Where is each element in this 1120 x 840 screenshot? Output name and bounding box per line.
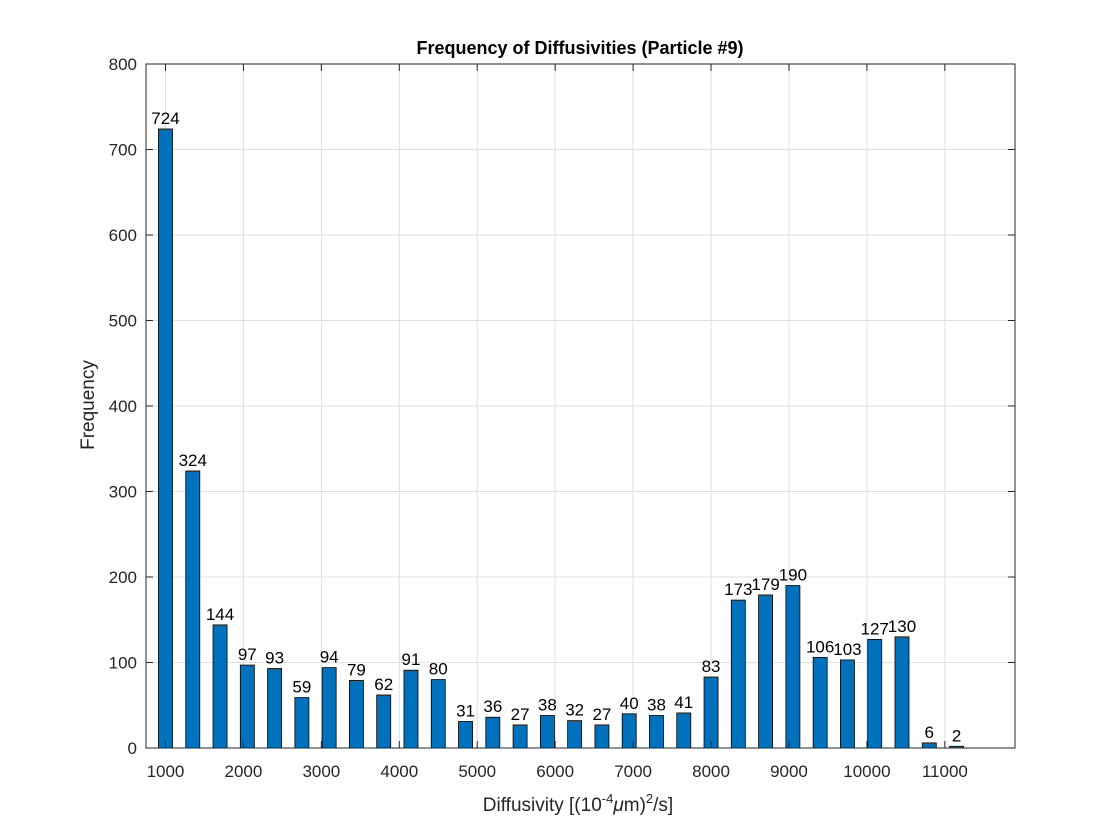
bar: [239, 664, 255, 749]
y-tick-label: 200: [109, 568, 137, 587]
bar: [594, 724, 610, 749]
bar: [458, 721, 473, 749]
y-tick-labels: 0 100 200 300 400 500 600 700 800: [109, 55, 137, 758]
x-tick-label: 6000: [536, 762, 574, 781]
y-tick-label: 400: [109, 397, 137, 416]
bar-data-label: 103: [833, 640, 861, 659]
x-axis-label-prefix: Diffusivity [(10: [483, 795, 602, 816]
bar-data-label: 724: [151, 109, 179, 128]
bar-data-label: 94: [320, 648, 339, 667]
x-tick-label: 11000: [922, 762, 968, 781]
x-tick-label: 3000: [302, 762, 340, 781]
y-tick-label: 100: [109, 654, 137, 673]
bar: [294, 697, 310, 749]
bar: [840, 659, 855, 749]
bar: [376, 694, 392, 749]
bar: [430, 679, 446, 749]
bar: [867, 639, 883, 749]
x-tick-label: 1000: [147, 762, 185, 781]
ticks: [146, 63, 1015, 749]
bar: [403, 669, 419, 749]
bar: [539, 715, 555, 749]
bar: [512, 724, 528, 749]
bar-data-label: 41: [674, 693, 693, 712]
bar: [349, 680, 364, 749]
bar-data-label: 106: [806, 637, 834, 656]
bar-data-label: 27: [592, 705, 611, 724]
x-tick-label: 4000: [380, 762, 418, 781]
bar-data-label: 6: [925, 723, 934, 742]
bar-data-label: 32: [565, 701, 584, 720]
bar: [321, 667, 337, 749]
bars: [158, 128, 964, 749]
bar-data-label: 62: [374, 675, 393, 694]
bar: [894, 636, 910, 749]
bar: [703, 676, 719, 749]
bar-data-label: 2: [952, 726, 961, 745]
x-tick-label: 8000: [692, 762, 730, 781]
bar-data-label: 93: [265, 648, 284, 667]
y-tick-label: 0: [128, 739, 137, 758]
bar: [649, 715, 664, 749]
x-tick-label: 5000: [458, 762, 496, 781]
x-tick-label: 7000: [614, 762, 652, 781]
bar-data-label: 127: [861, 619, 889, 638]
bar-data-label: 144: [206, 605, 234, 624]
bar: [267, 668, 283, 749]
bar: [730, 599, 746, 749]
bar-data-label: 190: [779, 566, 807, 585]
y-tick-label: 300: [109, 483, 137, 502]
x-axis-label: Diffusivity [(10-4μm)2/s]: [483, 791, 673, 816]
x-axis-label-exponent-1: -4: [602, 791, 614, 806]
bar: [621, 713, 637, 749]
bar-data-label: 173: [724, 580, 752, 599]
y-tick-label: 800: [109, 55, 137, 74]
bar: [185, 470, 201, 749]
bar-data-label: 83: [702, 657, 721, 676]
bar: [567, 720, 583, 749]
x-tick-label: 2000: [225, 762, 263, 781]
bar: [812, 656, 828, 749]
x-tick-labels: 1000 2000 3000 4000 5000 6000 7000 8000 9000 1000…: [147, 762, 968, 781]
bar-data-label: 97: [238, 645, 257, 664]
y-tick-label: 700: [109, 141, 137, 160]
bar: [485, 716, 501, 749]
bar-data-label: 38: [538, 696, 557, 715]
bar-data-label: 40: [620, 694, 639, 713]
bar: [158, 128, 173, 749]
x-axis-label-mu: μ: [612, 795, 624, 816]
bar-data-label: 27: [511, 705, 530, 724]
bar-data-label: 179: [751, 575, 779, 594]
x-axis-label-suffix: /s]: [653, 795, 673, 816]
bar: [758, 594, 774, 749]
bar-data-label: 36: [483, 697, 502, 716]
bar: [921, 742, 937, 749]
x-tick-label: 10000: [843, 762, 890, 781]
bar-data-label: 324: [179, 451, 207, 470]
bar-data-label: 59: [292, 678, 311, 697]
bar-data-label: 79: [347, 660, 366, 679]
x-axis-label-exponent-2: 2: [646, 791, 653, 806]
bar-data-label: 38: [647, 696, 666, 715]
x-tick-label: 9000: [770, 762, 808, 781]
bar-data-label: 31: [456, 701, 475, 720]
y-axis-label: Frequency: [78, 360, 99, 450]
bar: [676, 712, 692, 749]
bar-data-label: 130: [888, 617, 916, 636]
bar-labels: 724 324 144 97 93 59 94 79 62 91 80 31 36 27 38 32 27 40 3…: [151, 109, 961, 745]
x-axis-label-mid: m): [624, 795, 646, 816]
bar: [785, 585, 801, 749]
bar-data-label: 80: [429, 660, 448, 679]
y-tick-label: 600: [109, 226, 137, 245]
bar: [212, 624, 228, 749]
chart-title: Frequency of Diffusivities (Particle #9): [416, 38, 743, 58]
y-tick-label: 500: [109, 312, 137, 331]
bar-data-label: 91: [402, 650, 421, 669]
